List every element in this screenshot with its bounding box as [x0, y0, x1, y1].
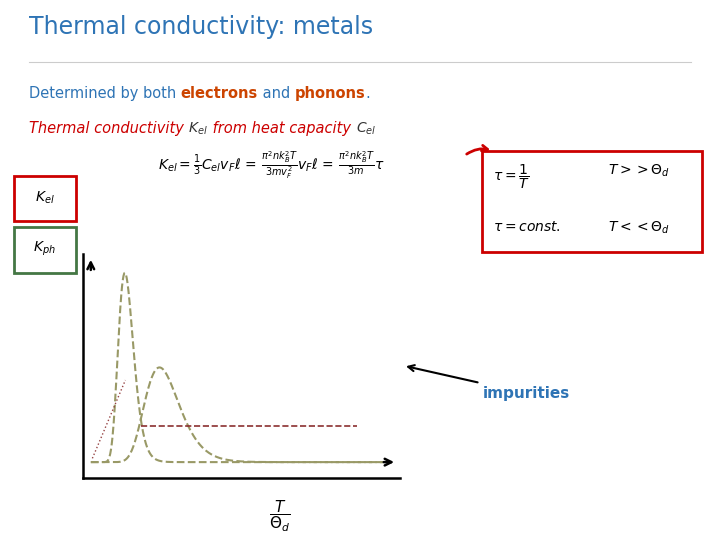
- Text: $\tau = const.$: $\tau = const.$: [493, 220, 561, 234]
- Text: $\dfrac{T}{\Theta_d}$: $\dfrac{T}{\Theta_d}$: [269, 498, 290, 534]
- FancyBboxPatch shape: [482, 151, 702, 252]
- Text: impurities: impurities: [408, 365, 570, 401]
- Text: $C_{el}$: $C_{el}$: [356, 121, 376, 138]
- Text: $T >> \Theta_d$: $T >> \Theta_d$: [608, 163, 670, 179]
- Text: $K_{el}$: $K_{el}$: [35, 190, 55, 206]
- Text: 39: 39: [677, 512, 691, 522]
- Text: and: and: [258, 86, 294, 102]
- Text: Thermal conductivity: Thermal conductivity: [29, 121, 189, 136]
- Text: $T << \Theta_d$: $T << \Theta_d$: [608, 220, 670, 237]
- Text: Properties II: Thermal & Electrical: Properties II: Thermal & Electrical: [122, 512, 309, 522]
- Text: Determined by both: Determined by both: [29, 86, 181, 102]
- Text: $K_{ph}$: $K_{ph}$: [33, 240, 56, 258]
- Text: $K_{el}$: $K_{el}$: [189, 121, 208, 138]
- Text: from heat capacity: from heat capacity: [208, 121, 356, 136]
- Text: phonons: phonons: [294, 86, 366, 102]
- Text: $\tau = \dfrac{1}{T}$: $\tau = \dfrac{1}{T}$: [493, 163, 530, 191]
- Text: .: .: [366, 86, 370, 102]
- Text: electrons: electrons: [181, 86, 258, 102]
- Text: CAS Vacuum 2017 - S.C.: CAS Vacuum 2017 - S.C.: [410, 512, 546, 522]
- Text: Thermal conductivity: metals: Thermal conductivity: metals: [29, 15, 373, 39]
- Text: $K_{el} = \frac{1}{3}C_{el}v_F\ell\, =\, \frac{\pi^2 n k_B^2 T}{3mv_F^2}v_F\ell\: $K_{el} = \frac{1}{3}C_{el}v_F\ell\, =\,…: [158, 150, 385, 181]
